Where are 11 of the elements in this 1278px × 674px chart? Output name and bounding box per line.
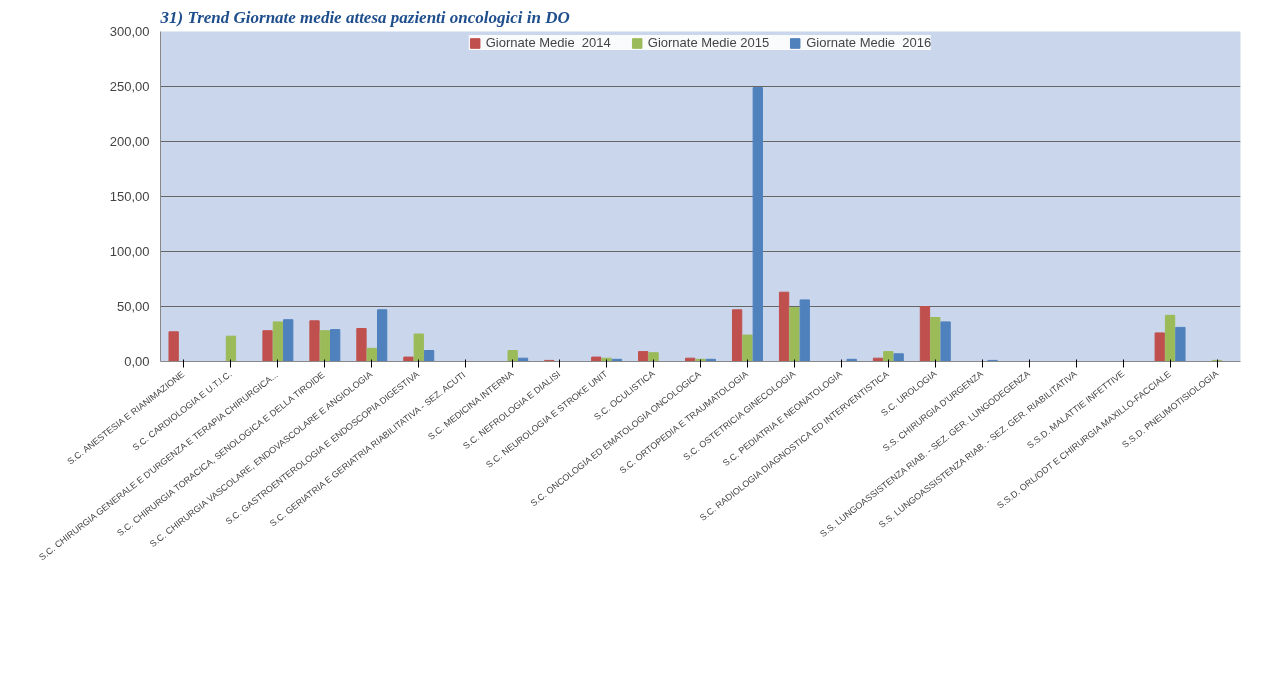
y-tick-label: 150,00: [109, 189, 150, 204]
y-tick-label: 0,00: [124, 354, 150, 369]
y-tick-label: 300,00: [109, 24, 150, 39]
chart-title: 31) Trend Giornate medie attesa pazienti oncologici in DO: [159, 7, 570, 27]
y-tick-label: 50,00: [116, 299, 150, 314]
y-tick-label: 100,00: [109, 244, 150, 259]
y-tick-label: 200,00: [109, 134, 150, 149]
y-tick-label: 250,00: [109, 79, 150, 94]
legend-label: Giornate Medie 2015: [647, 35, 770, 50]
legend-label: Giornate Medie 2014: [485, 35, 611, 50]
legend-label: Giornate Medie 2016: [806, 35, 932, 50]
